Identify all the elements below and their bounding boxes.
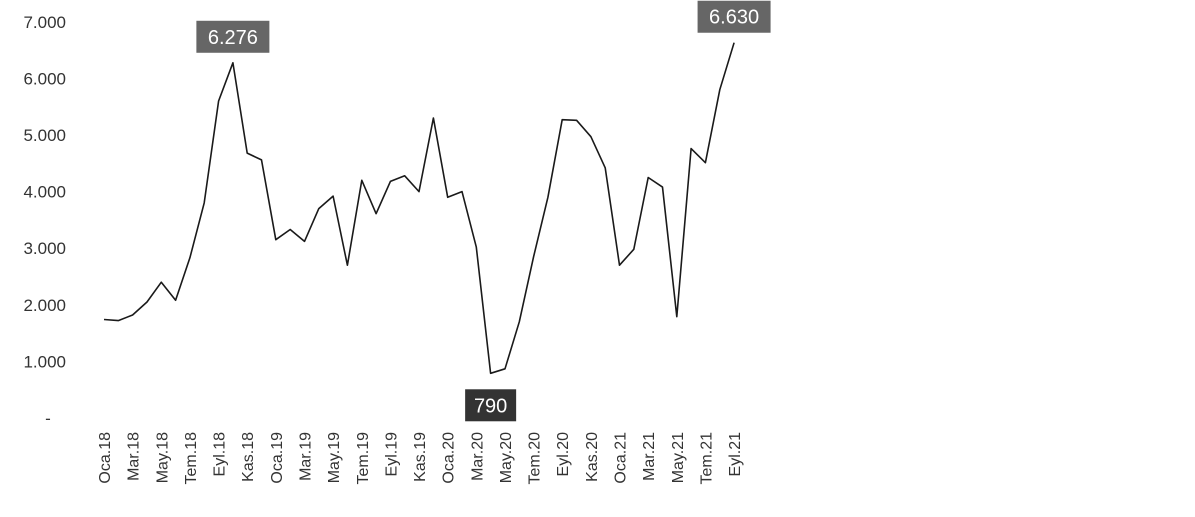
- x-tick-label: Oca.19: [269, 432, 286, 484]
- x-tick-label: Tem.20: [527, 432, 544, 485]
- x-tick-label: Oca.20: [441, 432, 458, 484]
- y-tick-label: -: [45, 409, 51, 428]
- x-tick-label: Eyl.18: [212, 432, 229, 477]
- y-tick-label: 4.000: [23, 183, 66, 202]
- data-callout-label: 6.276: [208, 27, 258, 49]
- x-tick-label: Tem.19: [355, 432, 372, 485]
- y-tick-label: 2.000: [23, 296, 66, 315]
- x-tick-label: Oca.18: [97, 432, 114, 484]
- x-tick-label: Mar.19: [297, 432, 314, 481]
- x-tick-label: Mar.21: [641, 432, 658, 481]
- data-callout: 6.276: [196, 20, 270, 53]
- y-tick-label: 6.000: [23, 69, 66, 88]
- y-tick-label: 1.000: [23, 352, 66, 371]
- x-tick-label: May.18: [154, 432, 171, 483]
- data-callout-box: [697, 0, 771, 33]
- x-tick-label: Oca.21: [613, 432, 630, 484]
- series-line: [103, 42, 735, 375]
- x-tick-label: May.21: [670, 432, 687, 483]
- data-callout-label: 6.630: [709, 7, 759, 29]
- x-tick-label: Tem.18: [183, 432, 200, 485]
- x-tick-label: Eyl.20: [555, 432, 572, 477]
- data-callout-box: [196, 20, 270, 53]
- y-tick-label: 5.000: [23, 126, 66, 145]
- x-tick-label: Eyl.19: [383, 432, 400, 477]
- callout-layer: 6.276 790 6.630: [196, 0, 771, 422]
- x-tick-label: Kas.19: [412, 432, 429, 482]
- x-tick-label: May.20: [498, 432, 515, 483]
- x-tick-label: Mar.20: [469, 432, 486, 481]
- y-tick-label: 7.000: [23, 13, 66, 32]
- data-callout: 790: [465, 389, 517, 422]
- x-tick-label: May.19: [326, 432, 343, 483]
- data-callout: 6.630: [697, 0, 771, 33]
- y-axis: - 1.000 2.000 3.000 4.000 5.000 6.000 7.000: [23, 13, 66, 428]
- data-callout-box: [465, 389, 517, 422]
- x-tick-label: Mar.18: [126, 432, 143, 481]
- x-tick-label: Kas.18: [240, 432, 257, 482]
- y-tick-label: 3.000: [23, 239, 66, 258]
- data-callout-label: 790: [474, 395, 507, 417]
- x-tick-label: Eyl.21: [727, 432, 744, 477]
- x-tick-label: Tem.21: [698, 432, 715, 485]
- series-layer: [103, 42, 735, 375]
- x-tick-label: Kas.20: [584, 432, 601, 482]
- x-axis: Oca.18 Mar.18 May.18 Tem.18 Eyl.18 Kas.18 Oca.…: [97, 432, 744, 485]
